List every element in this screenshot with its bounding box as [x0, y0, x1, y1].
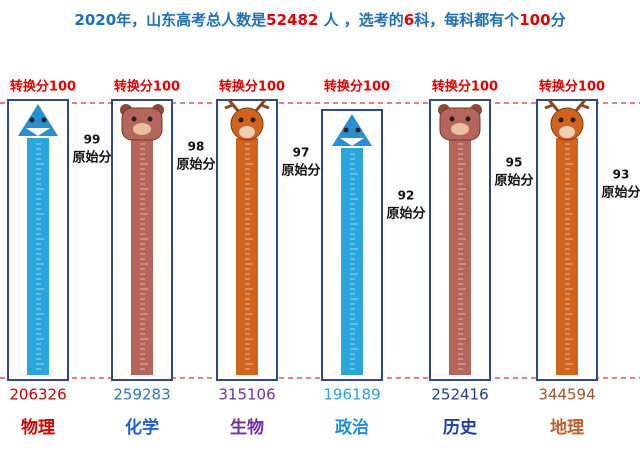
- raw-label: 原始分: [386, 206, 425, 222]
- icon-eye: [465, 116, 471, 122]
- raw-label: 原始分: [176, 157, 215, 173]
- count: 259283: [113, 386, 170, 404]
- icon-antler: [224, 99, 270, 113]
- icon-snout: [559, 126, 575, 138]
- title-segment: 100: [519, 11, 550, 29]
- title-segment: 分: [551, 11, 566, 29]
- count: 196189: [323, 386, 380, 404]
- title-segment: 科，每科都有个: [414, 11, 520, 29]
- title-segment: 6: [404, 11, 414, 29]
- raw-label: 原始分: [72, 150, 111, 166]
- title-segment: 52482: [266, 11, 318, 29]
- converted-label: 转换分100: [324, 79, 390, 95]
- tube: [27, 138, 49, 375]
- raw-score: 92: [398, 189, 415, 203]
- icon-mouth: [26, 128, 50, 136]
- converted-label: 转换分100: [10, 79, 76, 95]
- raw-score: 98: [188, 140, 205, 154]
- icon-eye: [570, 117, 576, 123]
- icon-eye: [355, 127, 361, 133]
- items: 转换分100 99 原始分 206326 物理 转换分100 98 原始分 259283 化学 转换…: [7, 79, 640, 438]
- raw-score: 99: [84, 133, 101, 147]
- tube: [341, 148, 363, 375]
- raw-label: 原始分: [281, 163, 320, 179]
- subject: 化学: [125, 417, 159, 438]
- tube: [449, 138, 471, 375]
- converted-label: 转换分100: [539, 79, 605, 95]
- subject: 物理: [21, 417, 55, 438]
- count: 206326: [9, 386, 66, 404]
- icon-snout: [451, 123, 469, 135]
- icon-eye: [147, 116, 153, 122]
- title-segment: 2020年，山东高考总人数是: [74, 11, 267, 29]
- count: 252416: [431, 386, 488, 404]
- converted-label: 转换分100: [114, 79, 180, 95]
- subject: 地理: [550, 417, 584, 438]
- subject: 历史: [443, 417, 478, 438]
- subject: 生物: [230, 417, 264, 438]
- icon-eye: [41, 117, 47, 123]
- icon-eye: [449, 116, 455, 122]
- title-segment: 人 ，选考的: [318, 11, 403, 29]
- converted-label: 转换分100: [219, 79, 285, 95]
- subject: 政治: [335, 417, 369, 438]
- tube: [236, 138, 258, 375]
- icon-snout: [239, 126, 255, 138]
- icon-eye: [131, 116, 137, 122]
- icon-eye: [29, 117, 35, 123]
- raw-score: 95: [506, 156, 523, 170]
- raw-score: 93: [613, 168, 630, 182]
- icon-antler: [544, 99, 590, 113]
- raw-label: 原始分: [601, 185, 640, 201]
- icon-snout: [133, 123, 151, 135]
- icon-eye: [238, 117, 244, 123]
- raw-score: 97: [293, 146, 310, 160]
- icon-mouth: [340, 138, 364, 146]
- count: 315106: [218, 386, 275, 404]
- converted-label: 转换分100: [432, 79, 498, 95]
- icon-eye: [250, 117, 256, 123]
- icon-eye: [343, 127, 349, 133]
- count: 344594: [538, 386, 595, 404]
- tube: [131, 138, 153, 375]
- tube: [556, 138, 578, 375]
- icon-eye: [558, 117, 564, 123]
- raw-label: 原始分: [494, 173, 533, 189]
- title: 2020年，山东高考总人数是52482 人 ，选考的6科，每科都有个100分: [74, 11, 565, 29]
